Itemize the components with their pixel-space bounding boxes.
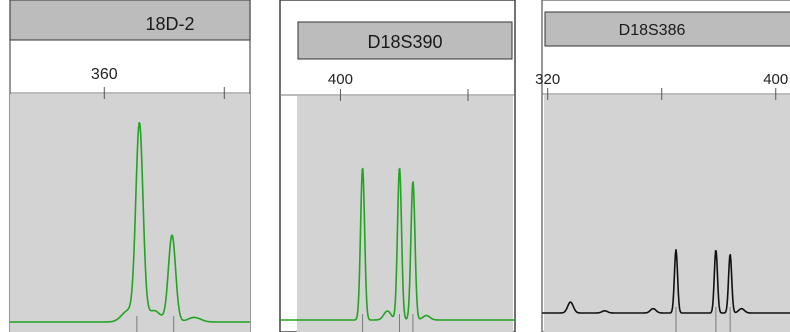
- peak-point: [674, 248, 677, 251]
- size-tick-label: 400: [763, 71, 788, 88]
- tick-group: 320 400: [535, 71, 788, 100]
- trace-group: [280, 166, 515, 321]
- panel-d18s390: D18S390 400: [279, 0, 516, 332]
- allele-call-group: [675, 307, 731, 332]
- allele-call-group: [362, 314, 414, 332]
- peak-point: [729, 253, 732, 256]
- panel-18d-2: 18D-2 360: [9, 0, 251, 332]
- marker-label: 18D-2: [145, 14, 194, 34]
- peak-point: [138, 124, 141, 127]
- plot-area: [544, 95, 790, 332]
- panel-d18s386: D18S386 320 400: [535, 0, 790, 332]
- plot-area: [297, 96, 513, 332]
- marker-box: [9, 0, 251, 41]
- marker-box: [544, 11, 790, 47]
- trace-group: [542, 248, 790, 314]
- peak-point: [714, 248, 717, 251]
- trace-line: [542, 249, 790, 314]
- marker-label: D18S390: [367, 32, 442, 52]
- plot-area: [10, 94, 250, 332]
- marker-label: D18S386: [619, 22, 686, 39]
- size-tick-label: 320: [535, 71, 560, 88]
- tick-group: 360: [91, 66, 225, 99]
- peak-point: [171, 234, 174, 237]
- size-tick-label: 360: [91, 66, 118, 83]
- trace-line: [280, 167, 515, 321]
- size-tick-label: 400: [328, 71, 353, 88]
- tick-group: 400: [328, 71, 469, 101]
- peak-point: [411, 180, 414, 183]
- trace-line: [10, 122, 250, 323]
- peak-point: [398, 166, 401, 169]
- peak-point: [361, 166, 364, 169]
- allele-call-group: [136, 316, 175, 332]
- marker-box: [297, 21, 513, 60]
- trace-group: [10, 122, 250, 323]
